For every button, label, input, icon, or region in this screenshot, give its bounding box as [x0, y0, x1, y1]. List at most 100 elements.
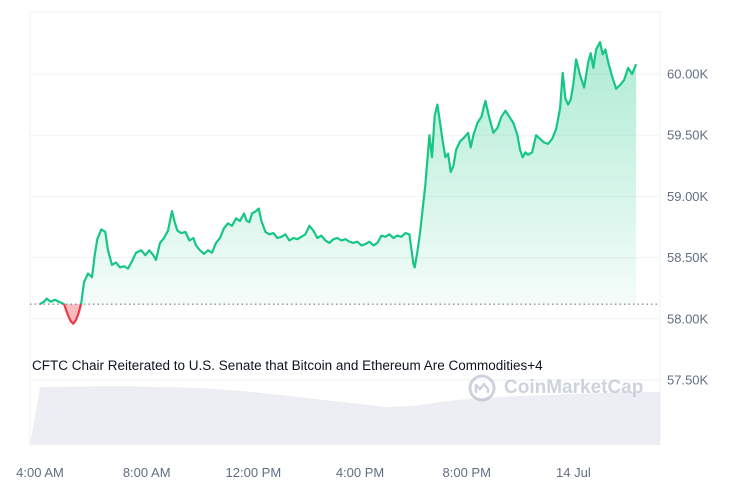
price-point — [184, 231, 186, 233]
price-point — [428, 134, 430, 136]
price-point — [80, 302, 82, 304]
price-point — [562, 72, 564, 74]
price-point — [408, 233, 410, 235]
price-point — [564, 98, 566, 100]
price-point — [87, 273, 89, 275]
price-point — [292, 237, 294, 239]
price-point — [264, 231, 266, 233]
price-point — [524, 151, 526, 153]
price-point — [516, 134, 518, 136]
price-point — [504, 110, 506, 112]
y-tick-label: 58.50K — [667, 250, 709, 265]
price-point — [332, 238, 334, 240]
y-axis-ticks: 57.50K 58.00K 58.50K 59.00K 59.50K 60.00K — [667, 67, 709, 388]
y-tick-label: 59.50K — [667, 128, 709, 143]
watermark: CoinMarketCap — [468, 374, 643, 402]
price-point — [470, 146, 472, 148]
price-point — [78, 312, 80, 314]
price-point — [380, 235, 382, 237]
price-point — [590, 52, 592, 54]
price-point — [364, 243, 366, 245]
price-point — [404, 232, 406, 234]
price-point — [412, 263, 414, 265]
price-point — [251, 213, 253, 215]
price-point — [300, 236, 302, 238]
price-point — [308, 225, 310, 227]
price-point — [59, 301, 61, 303]
news-headline-text[interactable]: CFTC Chair Reiterated to U.S. Senate tha… — [32, 358, 528, 373]
news-more-count[interactable]: +4 — [527, 358, 543, 373]
price-point — [508, 116, 510, 118]
price-point — [70, 320, 72, 322]
price-point — [599, 41, 601, 43]
price-point — [50, 301, 52, 303]
price-point — [396, 235, 398, 237]
price-point — [248, 221, 250, 223]
price-point — [522, 156, 524, 158]
price-point — [388, 233, 390, 235]
price-point — [296, 238, 298, 240]
price-point — [551, 138, 553, 140]
price-point — [442, 140, 444, 142]
price-point — [174, 221, 176, 223]
news-headline[interactable]: CFTC Chair Reiterated to U.S. Senate tha… — [32, 358, 543, 373]
y-tick-label: 57.50K — [667, 373, 709, 388]
price-point — [567, 104, 569, 106]
price-point — [140, 249, 142, 251]
price-point — [107, 249, 109, 251]
price-point — [488, 117, 490, 119]
price-point — [54, 299, 56, 301]
coinmarketcap-logo-icon — [468, 374, 496, 402]
price-point — [436, 104, 438, 106]
price-point — [531, 151, 533, 153]
price-point — [492, 132, 494, 134]
price-point — [207, 249, 209, 251]
price-point — [352, 242, 354, 244]
area-above-baseline — [40, 42, 637, 305]
price-point — [276, 237, 278, 239]
price-point — [155, 259, 157, 261]
price-point — [75, 319, 77, 321]
price-point — [94, 254, 96, 256]
price-point — [135, 252, 137, 254]
price-point — [344, 238, 346, 240]
price-point — [368, 241, 370, 243]
price-point — [231, 225, 233, 227]
price-point — [611, 75, 613, 77]
price-point — [268, 233, 270, 235]
price-point — [455, 149, 457, 151]
watermark-brand: CoinMarketCap — [504, 377, 644, 398]
price-point — [219, 237, 221, 239]
price-point — [424, 183, 426, 185]
price-point — [163, 237, 165, 239]
price-point — [246, 220, 248, 222]
price-point — [203, 253, 205, 255]
price-point — [484, 100, 486, 102]
price-point — [123, 265, 125, 267]
price-point — [572, 83, 574, 85]
y-tick-label: 60.00K — [667, 67, 709, 82]
price-point — [131, 260, 133, 262]
price-point — [360, 244, 362, 246]
y-tick-label: 59.00K — [667, 189, 709, 204]
price-point — [575, 58, 577, 60]
price-point — [239, 220, 241, 222]
price-point — [215, 242, 217, 244]
price-point — [416, 251, 418, 253]
price-point — [243, 213, 245, 215]
x-tick-label: 14 Jul — [556, 465, 591, 480]
price-point — [527, 154, 529, 156]
volume-shape — [30, 386, 660, 445]
x-tick-label: 4:00 AM — [16, 465, 64, 480]
price-point — [422, 208, 424, 210]
price-point — [631, 73, 633, 75]
price-point — [258, 208, 260, 210]
price-point — [635, 63, 637, 65]
price-point — [148, 249, 150, 251]
price-point — [324, 240, 326, 242]
price-point — [100, 228, 102, 230]
price-point — [480, 116, 482, 118]
price-point — [619, 84, 621, 86]
price-point — [595, 49, 597, 51]
